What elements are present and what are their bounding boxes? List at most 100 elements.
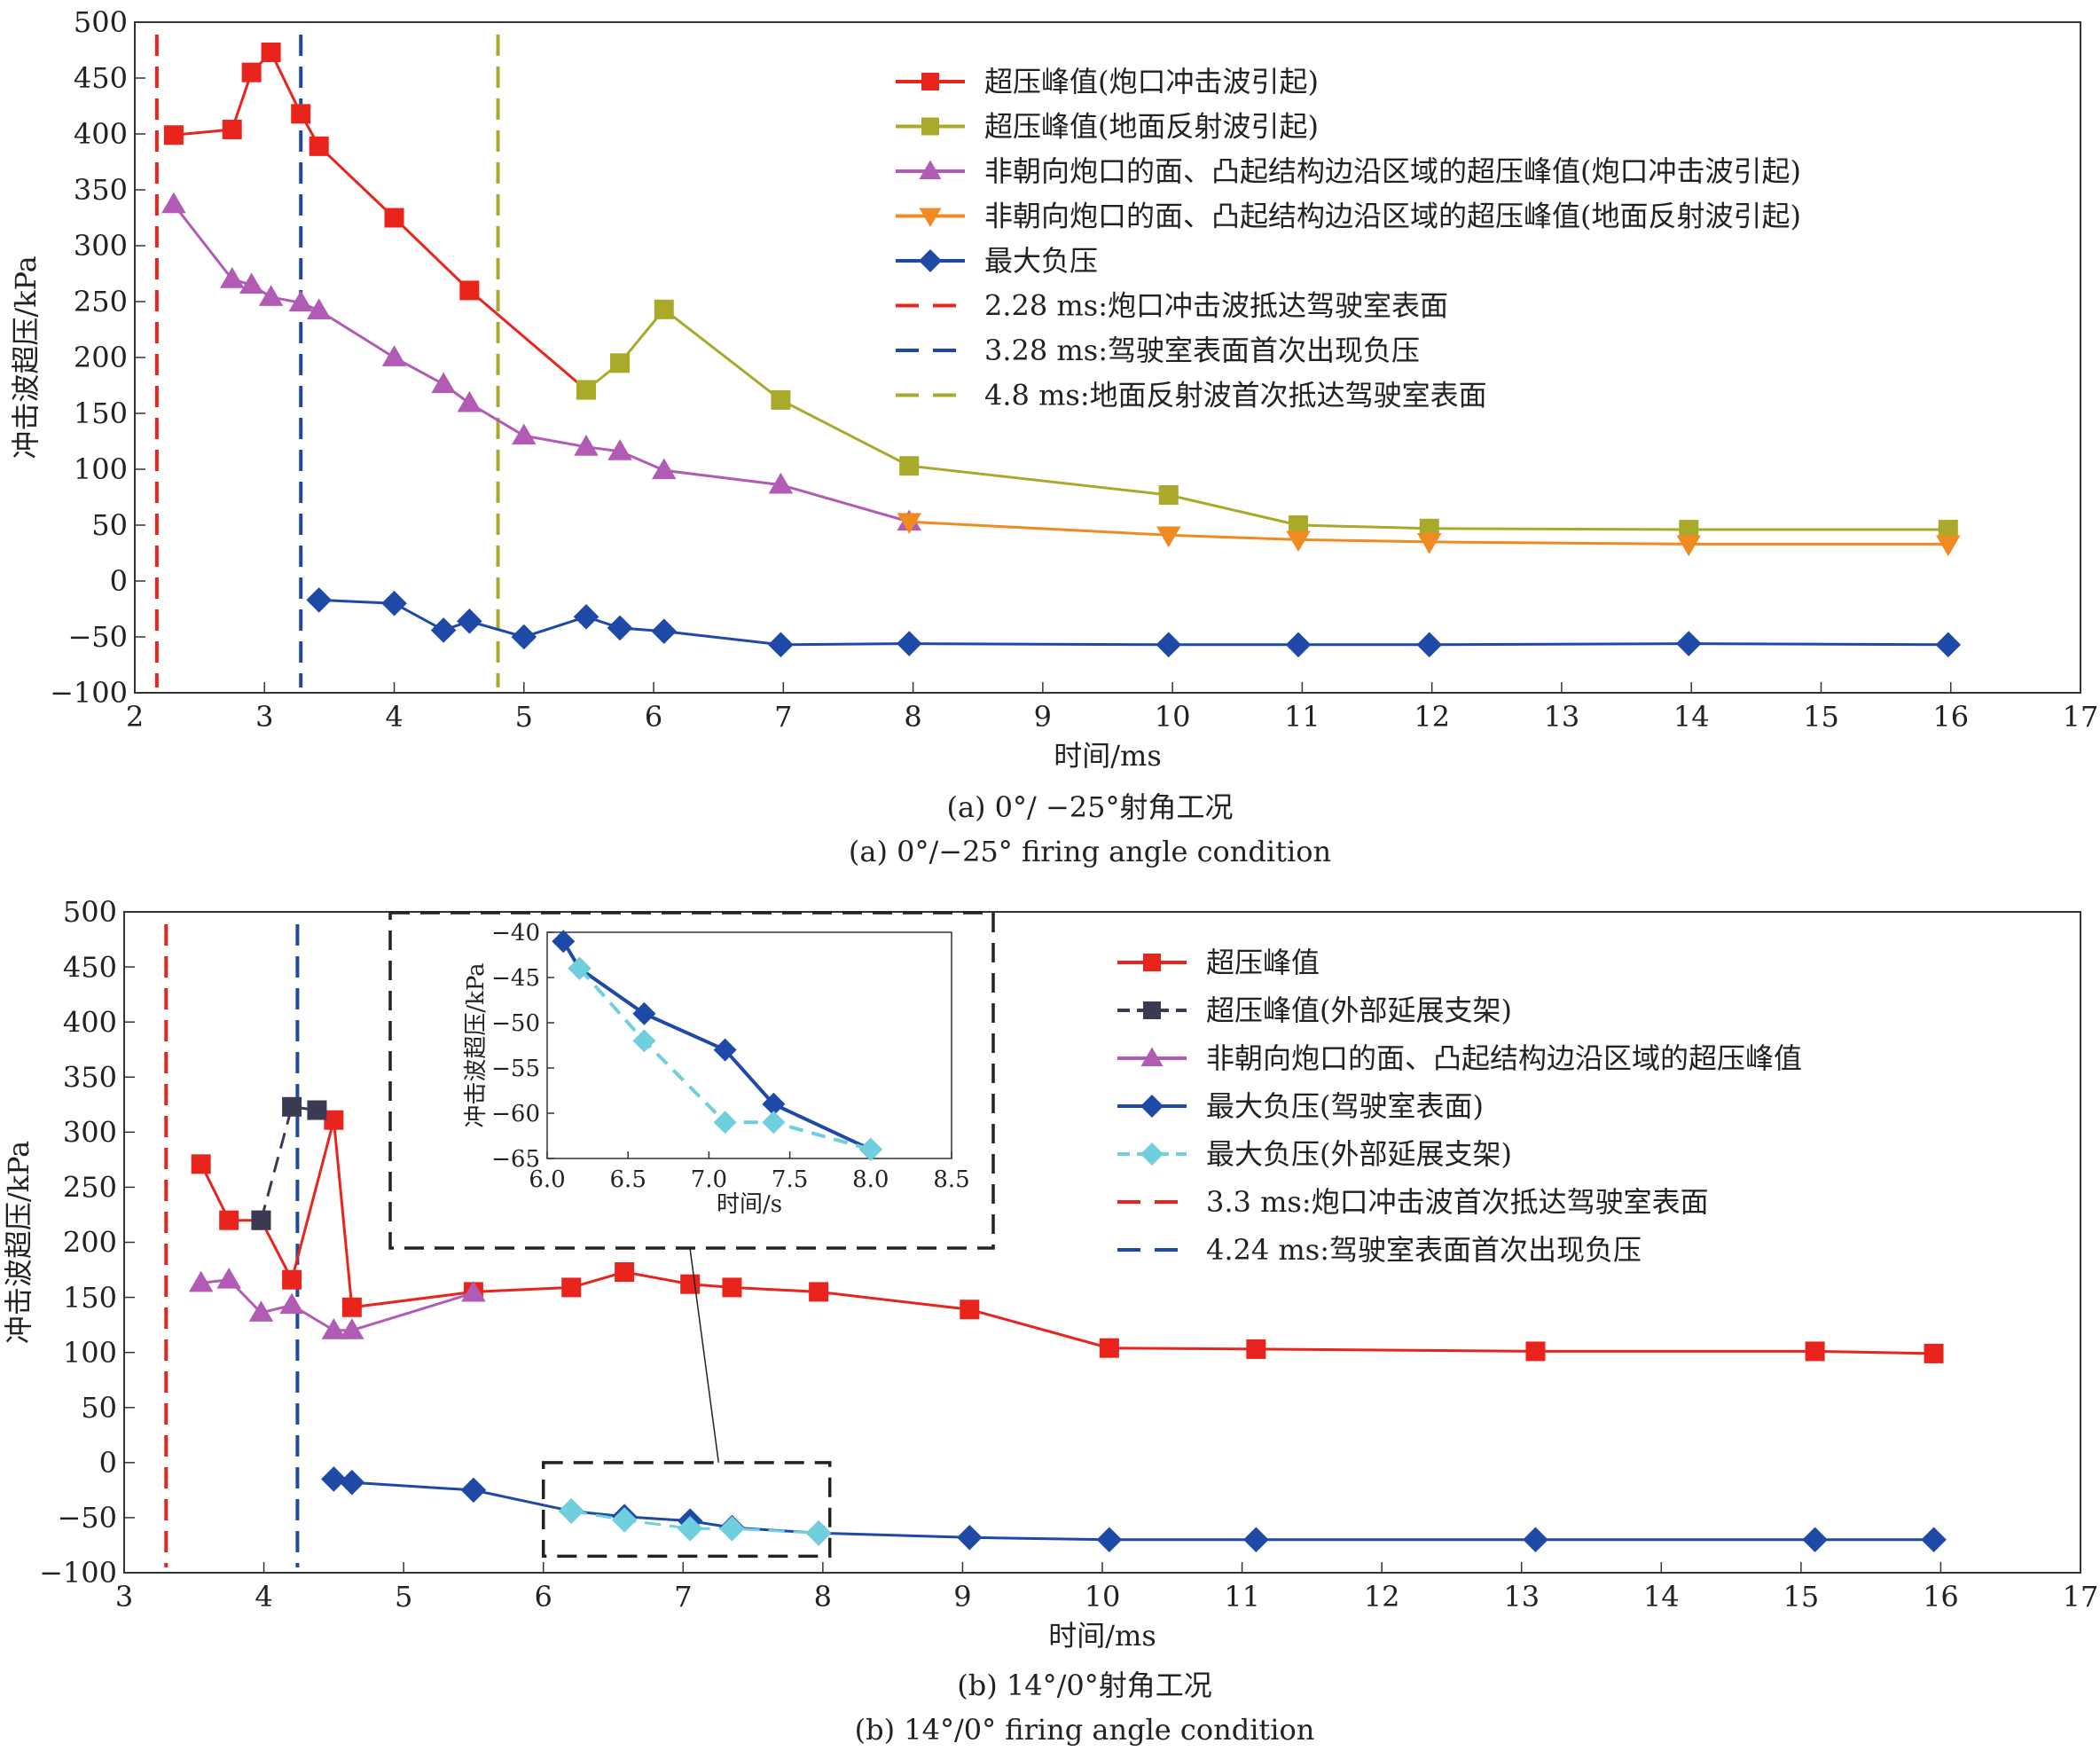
data-point: [632, 1001, 656, 1025]
x-tick-label: 5: [515, 700, 533, 734]
data-point: [960, 1300, 980, 1320]
x-tick-label: 15: [1803, 700, 1839, 734]
y-tick-label: 0: [99, 1446, 117, 1480]
series-line: [173, 50, 587, 391]
data-point: [321, 1466, 347, 1492]
data-point: [1156, 632, 1182, 658]
inset-y-ticks: −65 −60 −55 −50 −45 −40: [491, 920, 554, 1173]
x-tick-label: 10: [1085, 1580, 1121, 1614]
data-point: [858, 1137, 882, 1161]
data-point: [558, 1498, 584, 1524]
data-point: [1936, 535, 1961, 557]
legend-label: 最大负压: [984, 244, 1098, 278]
data-point: [1924, 1343, 1944, 1363]
legend-label: 非朝向炮口的面、凸起结构边沿区域的超压峰值(地面反射波引起): [984, 200, 1801, 233]
data-point: [239, 272, 264, 294]
y-tick-label: 200: [74, 341, 128, 374]
data-point: [552, 930, 576, 954]
x-tick-label: 6.0: [529, 1166, 565, 1193]
y-tick-label: 350: [63, 1060, 117, 1094]
data-point: [321, 1318, 347, 1339]
data-point: [576, 380, 597, 400]
y-tick-label: −50: [57, 1501, 117, 1535]
data-point: [1289, 515, 1309, 535]
data-point: [381, 345, 407, 366]
x-tick-label: 2: [126, 700, 144, 734]
caption-english: (b) 14°/0° firing angle condition: [855, 1713, 1315, 1747]
data-point: [651, 618, 678, 644]
data-point: [768, 632, 794, 658]
data-point: [1523, 1527, 1548, 1553]
legend-label: 4.24 ms:驾驶室表面首次出现负压: [1206, 1233, 1642, 1267]
data-point: [610, 353, 631, 373]
data-point: [457, 390, 482, 412]
data-point: [163, 125, 184, 145]
data-point: [1286, 530, 1311, 553]
y-tick-label: 250: [63, 1171, 117, 1205]
x-tick-label: 14: [1673, 700, 1710, 734]
x-tick-label: 3: [115, 1580, 133, 1614]
data-point: [248, 1300, 274, 1322]
x-tick-label: 8: [904, 700, 921, 734]
legend-label: 最大负压(外部延展支架): [1206, 1137, 1512, 1171]
panel-a: −100 −50 0 50 100 150 200 250 300 350 400 450 500 2 3…: [9, 5, 2098, 868]
x-axis-ticks: 3 4 5 6 7 8 9 10 11 12 13 14 15 16 17: [115, 1562, 2098, 1614]
data-point: [1099, 1338, 1119, 1358]
legend-label: 3.28 ms:驾驶室表面首次出现负压: [984, 334, 1420, 367]
x-tick-label: 8: [814, 1580, 832, 1614]
x-tick-label: 6.5: [610, 1166, 646, 1193]
data-point: [713, 1038, 737, 1062]
data-point: [306, 298, 332, 319]
series-line: [259, 1105, 317, 1221]
data-point: [309, 136, 329, 156]
data-point: [430, 617, 457, 643]
data-point: [1676, 535, 1702, 557]
legend-marker: [1140, 1143, 1164, 1166]
legend-label: 超压峰值(地面反射波引起): [984, 110, 1319, 144]
data-point: [341, 1297, 362, 1317]
data-point: [1935, 632, 1962, 658]
data-point: [568, 956, 592, 980]
data-point: [222, 119, 242, 139]
x-tick-label: 7: [674, 1580, 692, 1614]
data-point: [632, 1029, 656, 1053]
data-point: [241, 62, 262, 82]
x-tick-label: 12: [1364, 1580, 1400, 1614]
data-point: [561, 1277, 582, 1298]
zoom-box: [541, 1461, 832, 1559]
data-point: [461, 1280, 486, 1302]
x-tick-label: 14: [1643, 1580, 1680, 1614]
data-point: [282, 1269, 302, 1290]
data-point: [1156, 526, 1181, 548]
y-tick-label: −55: [491, 1056, 540, 1082]
x-tick-label: 13: [1544, 700, 1580, 734]
y-axis-ticks: −100 −50 0 50 100 150 200 250 300 350 400 450 500: [39, 895, 135, 1590]
data-point: [809, 1282, 829, 1302]
data-point: [1096, 1527, 1123, 1553]
inset-x-ticks: 6.0 6.5 7.0 7.5 8.0 8.5: [529, 1151, 970, 1193]
data-point: [216, 1267, 241, 1289]
data-point: [1679, 520, 1699, 540]
zoom-region: [388, 911, 995, 1559]
data-point: [306, 587, 332, 613]
x-tick-label: 9: [953, 1580, 971, 1614]
x-tick-label: 16: [1923, 1580, 1959, 1614]
series-line: [909, 520, 1948, 546]
x-tick-label: 7.5: [772, 1166, 808, 1193]
data-point: [384, 208, 404, 228]
data-point: [768, 472, 794, 494]
y-tick-label: 250: [74, 285, 128, 318]
x-tick-label: 12: [1414, 700, 1450, 734]
data-point: [511, 624, 537, 650]
data-point: [899, 456, 920, 476]
y-tick-label: 400: [63, 1005, 117, 1039]
legend-label: 超压峰值(炮口冲击波引起): [984, 65, 1319, 98]
x-tick-label: 11: [1224, 1580, 1260, 1614]
data-point: [1921, 1527, 1947, 1553]
data-point: [1675, 631, 1702, 656]
data-point: [460, 1477, 487, 1504]
y-tick-label: 50: [81, 1391, 117, 1425]
y-tick-label: 100: [74, 452, 128, 486]
legend: 超压峰值(炮口冲击波引起) 超压峰值(地面反射波引起) 非朝向炮口的面、凸起结构边沿…: [896, 65, 1801, 412]
data-point: [288, 290, 313, 312]
